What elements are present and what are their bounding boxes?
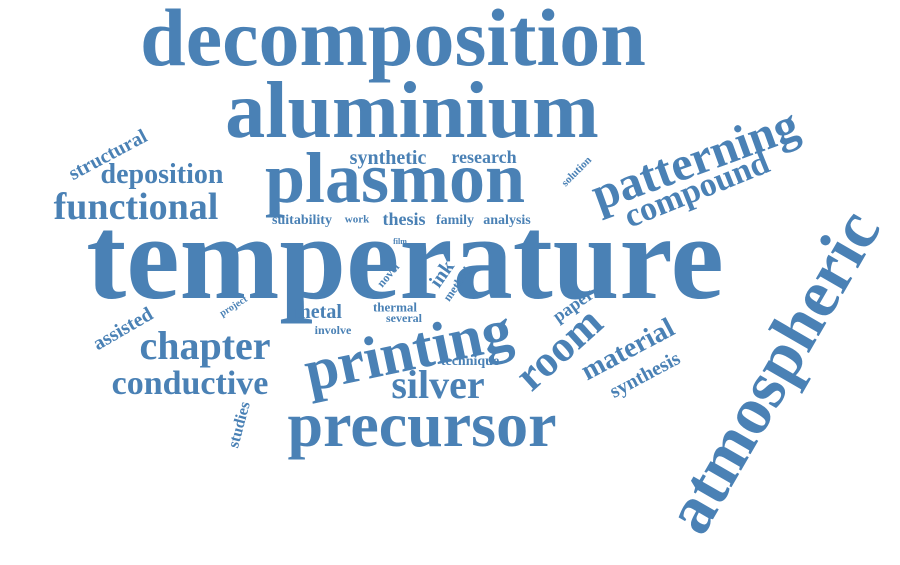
word-deposition: deposition xyxy=(100,159,224,190)
word-several: several xyxy=(386,311,422,325)
word-suitability: suitability xyxy=(272,213,332,228)
word-thesis: thesis xyxy=(382,209,426,229)
word-studies: studies xyxy=(225,399,254,450)
word-family: family xyxy=(435,213,475,228)
word-functional: functional xyxy=(53,186,219,228)
word-analysis: analysis xyxy=(483,213,531,228)
word-plasmon: plasmon xyxy=(264,138,526,218)
word-involve: involve xyxy=(314,323,352,337)
word-research: research xyxy=(451,147,517,167)
word-chapter: chapter xyxy=(139,323,271,368)
word-conductive: conductive xyxy=(111,365,269,402)
word-precursor: precursor xyxy=(287,389,557,460)
word-synthetic: synthetic xyxy=(349,147,427,169)
word-work: work xyxy=(344,213,370,226)
word-technique: technique xyxy=(440,354,500,369)
word-thermal: thermal xyxy=(372,299,418,315)
word-metal: metal xyxy=(294,301,342,323)
word-aluminium: aluminium xyxy=(225,67,599,155)
word-decomposition: decomposition xyxy=(140,0,646,83)
word-temperature: temperature xyxy=(86,191,724,324)
word-film: film xyxy=(393,237,407,246)
word-silver: silver xyxy=(391,362,485,407)
